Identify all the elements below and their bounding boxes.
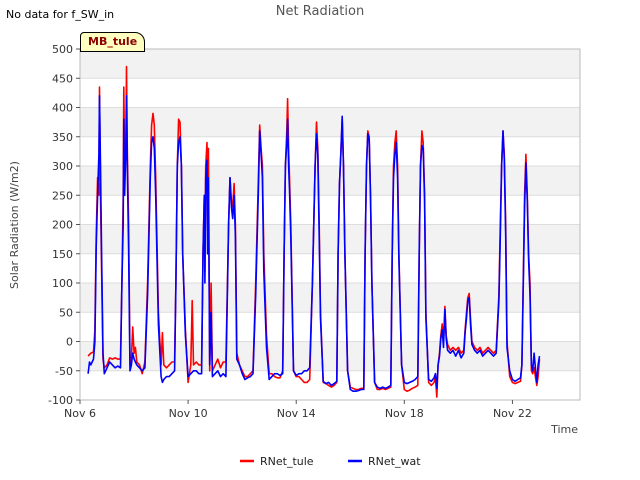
grid-band xyxy=(80,166,580,196)
grid-band xyxy=(80,78,580,108)
x-axis-label: Time xyxy=(550,423,578,436)
y-tick-label: 300 xyxy=(52,160,73,173)
y-tick-label: 250 xyxy=(52,189,73,202)
y-tick-label: -100 xyxy=(48,394,73,407)
legend-label-rnet-wat: RNet_wat xyxy=(368,455,421,468)
no-data-note: No data for f_SW_in xyxy=(6,8,115,21)
grid-band xyxy=(80,224,580,254)
y-tick-label: 50 xyxy=(59,306,73,319)
x-tick-label: Nov 14 xyxy=(277,407,316,420)
grid-band xyxy=(80,283,580,313)
y-axis-label: Solar Radiation (W/m2) xyxy=(8,161,21,289)
y-tick-label: 0 xyxy=(66,336,73,349)
site-label-badge: MB_tule xyxy=(80,32,146,52)
grid-band xyxy=(80,253,580,283)
chart-title: Net Radiation xyxy=(276,4,364,19)
grid-band xyxy=(80,49,580,79)
grid-band xyxy=(80,341,580,371)
x-tick-label: Nov 22 xyxy=(493,407,532,420)
y-tick-label: 350 xyxy=(52,131,73,144)
series-line-rnet-wat xyxy=(87,95,541,392)
x-tick-label: Nov 10 xyxy=(169,407,208,420)
legend-label-rnet-tule: RNet_tule xyxy=(260,455,314,468)
grid-band xyxy=(80,107,580,137)
y-tick-label: 100 xyxy=(52,277,73,290)
x-axis: Nov 6 Nov 10 Nov 14 Nov 18 Nov 22 xyxy=(64,400,532,420)
series-layer xyxy=(87,65,541,398)
grid-band xyxy=(80,312,580,342)
y-tick-label: 450 xyxy=(52,72,73,85)
y-tick-label: -50 xyxy=(55,365,73,378)
y-tick-label: 500 xyxy=(52,43,73,56)
y-tick-label: 400 xyxy=(52,102,73,115)
y-tick-label: 150 xyxy=(52,248,73,261)
y-axis: -100 -50 0 50 100 150 200 250 300 350 400 450 500 xyxy=(48,43,80,407)
x-tick-label: Nov 6 xyxy=(64,407,96,420)
x-tick-label: Nov 18 xyxy=(385,407,424,420)
grid-band xyxy=(80,195,580,225)
legend: RNet_tule RNet_wat xyxy=(240,455,421,468)
grid-band xyxy=(80,136,580,166)
y-tick-label: 200 xyxy=(52,219,73,232)
